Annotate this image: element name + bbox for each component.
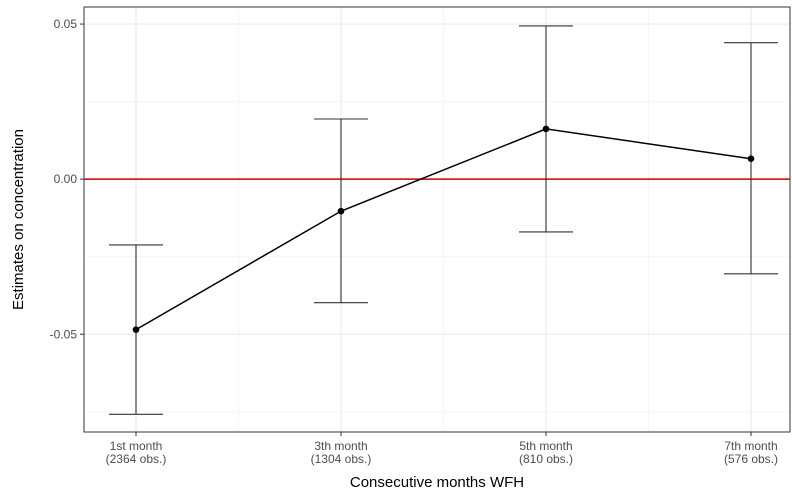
- x-axis-title: Consecutive months WFH: [350, 474, 524, 491]
- x-tick-label-line: 7th month: [724, 439, 777, 453]
- y-tick-label: 0.00: [54, 172, 78, 186]
- y-tick-label: 0.05: [54, 17, 78, 31]
- x-tick-label-line: 1st month: [110, 439, 163, 453]
- data-point: [132, 326, 140, 333]
- x-axis: 1st month (2364 obs.) 3th month (1304 obs.)…: [106, 432, 778, 466]
- series: [132, 125, 755, 333]
- x-tick-label-line: (1304 obs.): [311, 452, 372, 466]
- x-tick-label: 1st month (2364 obs.): [106, 439, 167, 466]
- data-point: [337, 207, 345, 215]
- x-tick-label: 7th month (576 obs.): [724, 439, 778, 466]
- x-tick-label-line: (2364 obs.): [106, 452, 167, 466]
- data-point: [747, 155, 755, 162]
- y-axis: -0.05 0.00 0.05: [50, 17, 84, 341]
- data-point: [542, 125, 550, 133]
- x-tick-label-line: 3th month: [314, 439, 367, 453]
- y-tick-label: -0.05: [50, 327, 78, 341]
- x-tick-label-line: 5th month: [519, 439, 572, 453]
- panel-border: [83, 6, 791, 433]
- y-axis-title: Estimates on concentration: [10, 129, 27, 310]
- series-line: [135, 128, 752, 331]
- x-tick-label-line: (576 obs.): [724, 452, 778, 466]
- x-tick-label: 3th month (1304 obs.): [311, 439, 372, 466]
- x-tick-label: 5th month (810 obs.): [519, 439, 573, 466]
- x-tick-label-line: (810 obs.): [519, 452, 573, 466]
